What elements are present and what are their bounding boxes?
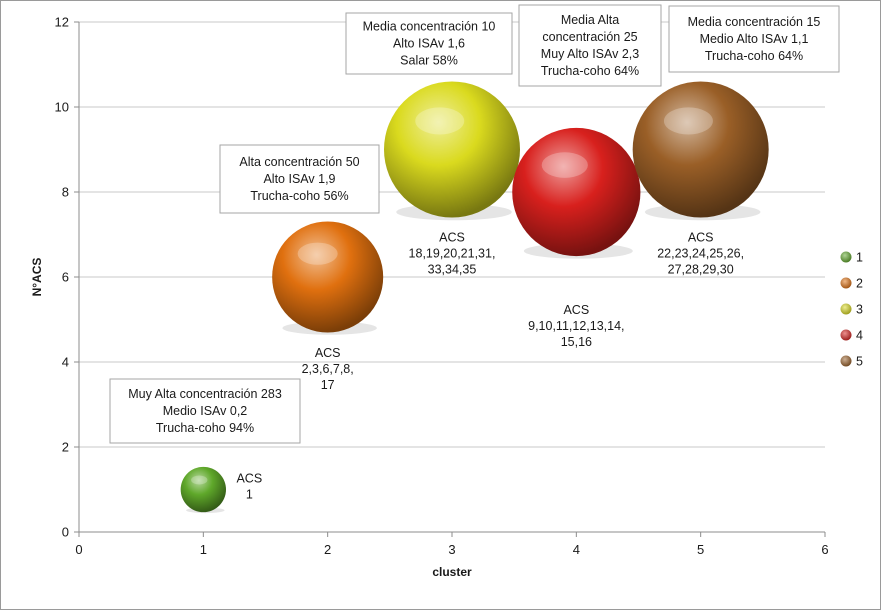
annotation-boxes: Muy Alta concentración 283 Medio ISAv 0,2… <box>109 4 840 444</box>
note-line: Media concentración 10 <box>363 20 496 34</box>
note-line: Muy Alto ISAv 2,3 <box>541 47 639 61</box>
note-text: Media Alta concentración 25 Muy Alto ISAv … <box>541 13 639 78</box>
y-tick-label: 2 <box>62 440 69 455</box>
y-tick-label: 10 <box>55 100 69 115</box>
legend-label-5: 5 <box>856 355 863 369</box>
x-tick-label: 2 <box>324 542 331 557</box>
bubble-highlight <box>415 107 465 135</box>
data-label-line: 27,28,29,30 <box>668 263 734 277</box>
legend-label-3: 3 <box>856 303 863 317</box>
note-text: Media concentración 10 Alto ISAv 1,6 Salar… <box>363 20 496 68</box>
x-tick-label: 1 <box>200 542 207 557</box>
note-box-cluster-2: Alta concentración 50 Alto ISAv 1,9 Trucha… <box>219 144 380 214</box>
data-label-line: 2,3,6,7,8, <box>302 362 354 376</box>
y-axis-title: N°ACS <box>30 258 44 297</box>
note-box-border <box>109 378 301 444</box>
data-label-line: 18,19,20,21,31, <box>409 247 496 261</box>
x-tick-label: 6 <box>821 542 828 557</box>
x-tick-label: 0 <box>75 542 82 557</box>
note-line: Trucha-coho 56% <box>250 189 348 203</box>
data-label-cluster-3: ACS 18,19,20,21,31, 33,34,35 <box>409 231 496 277</box>
legend-label-4: 4 <box>856 329 863 343</box>
bubble-highlight <box>191 475 208 485</box>
legend-marker-4 <box>840 329 852 341</box>
note-line: Salar 58% <box>400 54 458 68</box>
note-text: Media concentración 15 Medio Alto ISAv 1,… <box>688 15 821 63</box>
data-labels: ACS 1 ACS 2,3,6,7,8, 17 ACS 18,19,20,21,31, 33,… <box>236 231 744 502</box>
data-label-line: ACS <box>439 231 465 245</box>
note-line: Alto ISAv 1,6 <box>393 37 465 51</box>
data-label-cluster-4: ACS 9,10,11,12,13,14, 15,16 <box>528 303 624 349</box>
x-tick-label: 4 <box>573 542 580 557</box>
y-tick-label: 4 <box>62 355 69 370</box>
note-box-cluster-3: Media concentración 10 Alto ISAv 1,6 Salar… <box>345 12 513 75</box>
note-line: Trucha-coho 94% <box>156 421 254 435</box>
note-text: Muy Alta concentración 283 Medio ISAv 0,2… <box>128 387 282 435</box>
data-label-line: ACS <box>563 303 589 317</box>
note-line: Trucha-coho 64% <box>705 49 803 63</box>
data-label-cluster-2: ACS 2,3,6,7,8, 17 <box>302 346 354 392</box>
bubble-highlight <box>541 152 588 178</box>
note-box-cluster-4: Media Alta concentración 25 Muy Alto ISAv … <box>518 4 662 87</box>
y-tick-label: 12 <box>55 15 69 30</box>
data-label-line: 9,10,11,12,13,14, <box>528 319 624 333</box>
data-label-cluster-1: ACS 1 <box>236 472 262 502</box>
note-line: Media Alta <box>561 13 619 27</box>
bubble-cluster-4 <box>512 127 641 257</box>
note-line: concentración 25 <box>542 30 637 44</box>
legend-marker-2 <box>840 277 852 289</box>
data-label-line: ACS <box>688 231 714 245</box>
bubble-highlight <box>663 107 713 135</box>
y-tick-label: 0 <box>62 525 69 540</box>
note-box-cluster-1: Muy Alta concentración 283 Medio ISAv 0,2… <box>109 378 301 444</box>
y-tick-label: 8 <box>62 185 69 200</box>
bubble-cluster-1 <box>180 466 226 513</box>
note-box-cluster-5: Media concentración 15 Medio Alto ISAv 1,… <box>668 5 840 73</box>
bubble-cluster-3 <box>384 81 520 218</box>
data-label-line: 22,23,24,25,26, <box>657 247 744 261</box>
data-label-line: ACS <box>236 472 262 486</box>
y-tick-label: 6 <box>62 270 69 285</box>
note-text: Alta concentración 50 Alto ISAv 1,9 Trucha… <box>239 155 359 203</box>
bubble-cluster-2 <box>272 221 384 333</box>
data-label-cluster-5: ACS 22,23,24,25,26, 27,28,29,30 <box>657 231 744 277</box>
bubble-cluster-5 <box>632 81 769 218</box>
legend-label-2: 2 <box>856 277 863 291</box>
note-line: Alta concentración 50 <box>239 155 359 169</box>
legend: 1 2 3 4 5 <box>840 251 863 369</box>
note-box-border <box>668 5 840 73</box>
x-tick-label: 5 <box>697 542 704 557</box>
bubbles <box>180 81 769 514</box>
x-axis-title: cluster <box>432 565 472 579</box>
note-line: Muy Alta concentración 283 <box>128 387 282 401</box>
data-label-line: ACS <box>315 346 341 360</box>
note-box-border <box>345 12 513 75</box>
note-line: Trucha-coho 64% <box>541 64 639 78</box>
note-line: Medio ISAv 0,2 <box>163 404 248 418</box>
legend-marker-1 <box>840 251 852 263</box>
x-tick-label: 3 <box>448 542 455 557</box>
data-label-line: 15,16 <box>561 335 592 349</box>
note-line: Alto ISAv 1,9 <box>263 172 335 186</box>
note-box-border <box>518 4 662 87</box>
legend-label-1: 1 <box>856 251 863 265</box>
bubble-highlight <box>297 242 338 265</box>
note-line: Medio Alto ISAv 1,1 <box>700 32 809 46</box>
note-box-border <box>219 144 380 214</box>
data-label-line: 1 <box>246 488 253 502</box>
legend-marker-5 <box>840 355 852 367</box>
data-label-line: 17 <box>321 378 335 392</box>
legend-marker-3 <box>840 303 852 315</box>
note-line: Media concentración 15 <box>688 15 821 29</box>
data-label-line: 33,34,35 <box>428 263 477 277</box>
